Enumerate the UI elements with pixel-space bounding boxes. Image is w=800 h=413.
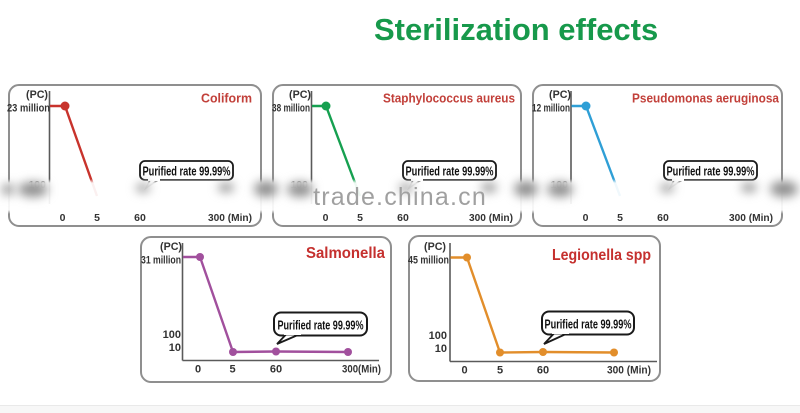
- svg-text:5: 5: [229, 364, 235, 376]
- svg-text:Purified rate 99.99%: Purified rate 99.99%: [545, 317, 632, 332]
- svg-text:0: 0: [461, 365, 467, 377]
- svg-text:0: 0: [323, 212, 329, 224]
- svg-text:Purified rate 99.99%: Purified rate 99.99%: [667, 165, 755, 179]
- svg-text:0: 0: [60, 212, 66, 224]
- svg-text:(PC): (PC): [160, 241, 182, 253]
- svg-text:23 million: 23 million: [7, 103, 50, 115]
- svg-text:31 million: 31 million: [141, 255, 181, 267]
- svg-text:60: 60: [134, 212, 146, 224]
- svg-text:10: 10: [435, 343, 447, 355]
- svg-text:(PC): (PC): [424, 241, 446, 253]
- svg-text:0: 0: [583, 212, 589, 224]
- svg-text:60: 60: [657, 212, 669, 224]
- svg-text:0: 0: [195, 364, 201, 376]
- svg-text:12 million: 12 million: [532, 103, 570, 115]
- svg-text:Coliform: Coliform: [201, 91, 252, 106]
- svg-text:10: 10: [169, 342, 181, 354]
- svg-text:38 million: 38 million: [272, 103, 310, 115]
- svg-text:Purified rate 99.99%: Purified rate 99.99%: [143, 165, 231, 179]
- svg-text:5: 5: [617, 212, 623, 224]
- svg-text:100: 100: [429, 330, 447, 342]
- svg-text:Pseudomonas aeruginosa: Pseudomonas aeruginosa: [632, 91, 780, 106]
- svg-text:300(Min): 300(Min): [342, 364, 381, 376]
- svg-text:60: 60: [537, 365, 549, 377]
- svg-text:45 million: 45 million: [408, 255, 449, 267]
- svg-text:Staphylococcus aureus: Staphylococcus aureus: [383, 91, 515, 106]
- svg-text:300 (Min): 300 (Min): [607, 365, 651, 377]
- svg-text:(PC): (PC): [26, 89, 48, 101]
- svg-text:100: 100: [163, 329, 181, 341]
- svg-text:60: 60: [397, 212, 409, 224]
- svg-text:5: 5: [357, 212, 363, 224]
- svg-text:Legionella spp: Legionella spp: [552, 247, 651, 264]
- svg-text:(PC): (PC): [549, 89, 571, 101]
- svg-text:300 (Min): 300 (Min): [208, 212, 252, 224]
- svg-text:Salmonella: Salmonella: [306, 245, 385, 262]
- svg-text:(PC): (PC): [289, 89, 311, 101]
- svg-text:5: 5: [94, 212, 100, 224]
- svg-text:Purified rate 99.99%: Purified rate 99.99%: [406, 165, 494, 179]
- svg-text:5: 5: [497, 365, 503, 377]
- svg-text:Purified rate 99.99%: Purified rate 99.99%: [278, 318, 364, 333]
- svg-text:60: 60: [270, 364, 282, 376]
- svg-text:300 (Min): 300 (Min): [469, 212, 513, 224]
- svg-text:300 (Min): 300 (Min): [729, 212, 773, 224]
